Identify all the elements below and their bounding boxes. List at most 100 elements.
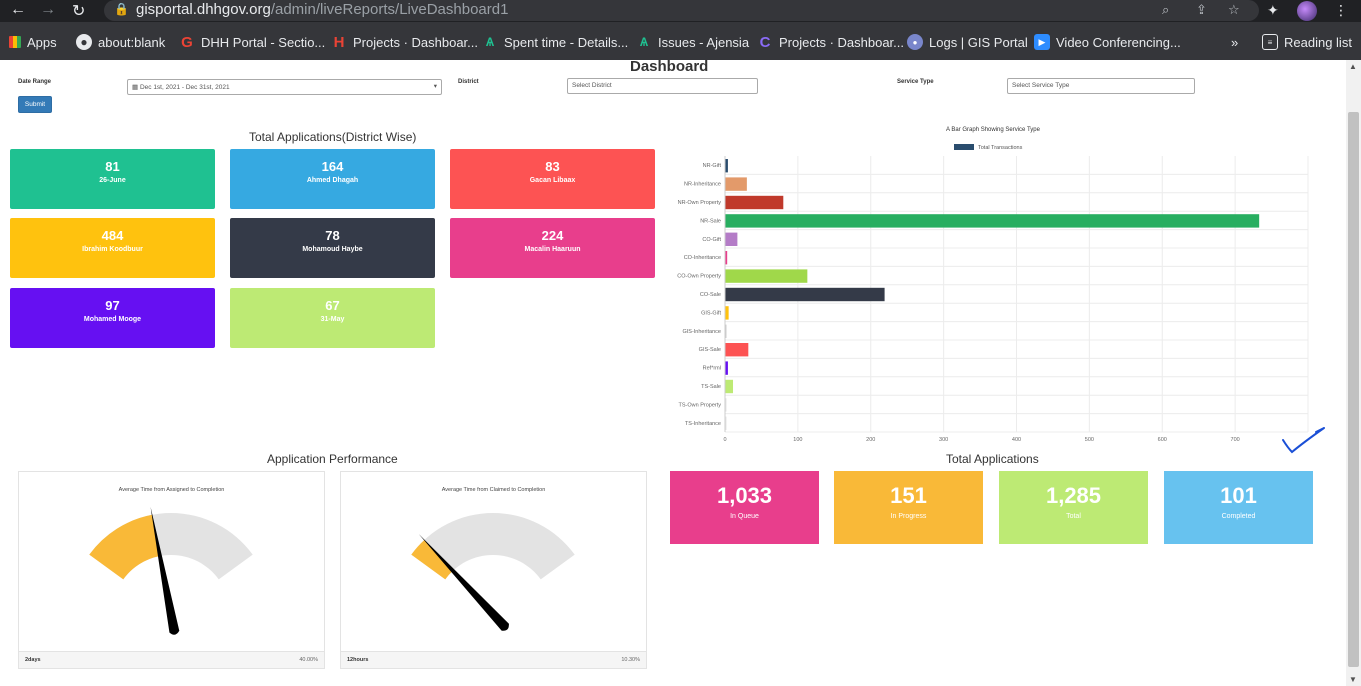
submit-button[interactable]: Submit (18, 96, 52, 113)
bookmarks-overflow[interactable]: » (1231, 33, 1238, 51)
district-name: Gacan Libaax (529, 177, 576, 184)
bookmark-issues[interactable]: Ѧ Issues - Ajensia (636, 33, 749, 51)
stat-value: 1,033 (716, 483, 773, 508)
x-tick-label: 700 (1231, 437, 1240, 443)
bar (725, 214, 1260, 228)
bookmark-about-blank[interactable]: ● about:blank (76, 33, 165, 51)
video-icon: ▶ (1034, 34, 1050, 50)
bookmark-label: Logs | GIS Portal (929, 34, 1028, 50)
y-tick-label: CO-Gift (702, 237, 721, 243)
service-type-label: Service Type (897, 79, 934, 85)
bookmark-spent-time[interactable]: Ѧ Spent time - Details... (482, 33, 628, 51)
y-tick-label: CO-Own Property (677, 274, 721, 280)
back-arrow-icon[interactable]: ← (10, 1, 26, 18)
bar (725, 159, 728, 173)
district-card[interactable]: 67 31-May (230, 288, 435, 348)
bar (725, 416, 727, 430)
district-card[interactable]: 97 Mohamed Mooge (10, 288, 215, 348)
bookmark-label: about:blank (98, 34, 166, 50)
stat-card-in-queue[interactable]: 1,033 In Queue (670, 471, 819, 544)
star-icon[interactable]: ☆ (1228, 2, 1240, 17)
overflow-chevron-icon: » (1231, 34, 1239, 50)
date-range-picker[interactable]: ▦ Dec 1st, 2021 - Dec 31st, 2021 ▾ (127, 79, 442, 95)
reading-list[interactable]: ≡ Reading list (1262, 33, 1352, 51)
district-select[interactable]: Select District (567, 78, 758, 94)
gauge-time: 2days (25, 657, 41, 663)
gauge-footer: 12hours 10.30% (341, 651, 646, 668)
district-card[interactable]: 83 Gacan Libaax (450, 149, 655, 209)
district-label: District (458, 79, 479, 85)
scrollbar-thumb[interactable] (1348, 112, 1359, 667)
address-bar[interactable]: 🔒 gisportal.dhhgov.org/admin/liveReports… (104, 0, 1259, 21)
district-card[interactable]: 224 Macalin Haaruun (450, 218, 655, 278)
forward-arrow-icon[interactable]: → (40, 1, 56, 18)
share-icon[interactable]: ⇪ (1196, 2, 1207, 17)
service-type-bar-chart: A Bar Graph Showing Service Type Total Tr… (677, 127, 1309, 443)
gauge-panel: Average Time from Assigned to Completion… (18, 471, 325, 669)
date-range-value: Dec 1st, 2021 - Dec 31st, 2021 (139, 84, 230, 91)
apps-grid-icon (9, 36, 21, 48)
stat-card-completed[interactable]: 101 Completed (1164, 471, 1313, 544)
stat-card-total[interactable]: 1,285 Total (999, 471, 1148, 544)
bookmark-video[interactable]: ▶ Video Conferencing... (1034, 33, 1181, 51)
district-count: 164 (321, 159, 344, 174)
district-count: 97 (105, 298, 120, 313)
scroll-down-icon[interactable]: ▼ (1349, 675, 1357, 684)
x-tick-label: 300 (939, 437, 948, 443)
profile-avatar[interactable] (1297, 1, 1317, 21)
y-tick-label: CO-Inheritance (684, 255, 721, 261)
bookmark-projects-1[interactable]: H Projects · Dashboar... (331, 33, 478, 51)
c-logo-icon: C (759, 33, 771, 51)
service-type-select[interactable]: Select Service Type (1007, 78, 1195, 94)
bookmark-apps[interactable]: Apps (9, 33, 57, 51)
reading-list-icon: ≡ (1262, 34, 1278, 50)
page-scrollbar[interactable]: ▲ ▼ (1346, 60, 1361, 686)
district-name: Ahmed Dhagah (306, 177, 359, 184)
extensions-icon[interactable]: ✦ (1267, 2, 1279, 18)
bar (725, 177, 747, 191)
scroll-up-icon[interactable]: ▲ (1349, 62, 1357, 71)
gauge-percent: 10.30% (621, 657, 640, 663)
x-tick-label: 600 (1158, 437, 1167, 443)
district-name: Mohamed Mooge (83, 316, 142, 323)
bookmark-dhh-portal[interactable]: G DHH Portal - Sectio... (179, 33, 325, 51)
district-card[interactable]: 164 Ahmed Dhagah (230, 149, 435, 209)
performance-title: Application Performance (267, 452, 398, 466)
district-card[interactable]: 484 Ibrahim Koodbuur (10, 218, 215, 278)
checkmark-annotation (1282, 427, 1325, 454)
bookmark-label: DHH Portal - Sectio... (201, 34, 326, 50)
stat-value: 101 (1220, 483, 1257, 508)
h-logo-icon: H (333, 33, 345, 51)
url-path: /admin/liveReports/LiveDashboard1 (270, 1, 509, 18)
menu-kebab-icon[interactable]: ⋮ (1334, 2, 1348, 18)
service-type-placeholder: Select Service Type (1012, 82, 1070, 89)
gauge-needle (150, 506, 180, 635)
legend-label: Total Transactions (978, 145, 1023, 151)
y-tick-label: GIS-Sale (699, 347, 721, 353)
district-card[interactable]: 78 Mohamoud Haybe (230, 218, 435, 278)
district-name: 31-May (320, 316, 345, 323)
gauge-fill (411, 539, 453, 580)
bookmark-projects-2[interactable]: C Projects · Dashboar... (757, 33, 904, 51)
y-tick-label: TS-Inheritance (685, 421, 721, 427)
ajensia-icon: Ѧ (639, 35, 648, 49)
ajensia-icon: Ѧ (485, 35, 494, 49)
district-count: 67 (325, 298, 340, 313)
bar (725, 343, 749, 357)
district-card[interactable]: 81 26-June (10, 149, 215, 209)
y-tick-label: TS-Sale (701, 384, 721, 390)
lock-icon: 🔒 (114, 2, 129, 16)
totals-title: Total Applications (946, 452, 1039, 466)
reload-icon[interactable]: ↻ (72, 3, 86, 20)
gauge-needle (418, 534, 509, 631)
bar (725, 269, 808, 283)
stat-label: Total (1066, 513, 1081, 520)
bar (725, 287, 885, 302)
stat-card-in-progress[interactable]: 151 In Progress (834, 471, 983, 544)
stat-label: In Queue (730, 513, 759, 520)
zoom-icon[interactable]: ⌕ (1162, 2, 1170, 17)
bookmark-logs[interactable]: ● Logs | GIS Portal (907, 33, 1028, 51)
district-count: 484 (101, 228, 124, 243)
bar (725, 195, 784, 210)
gauge-panel: Average Time from Claimed to Completion … (340, 471, 647, 669)
